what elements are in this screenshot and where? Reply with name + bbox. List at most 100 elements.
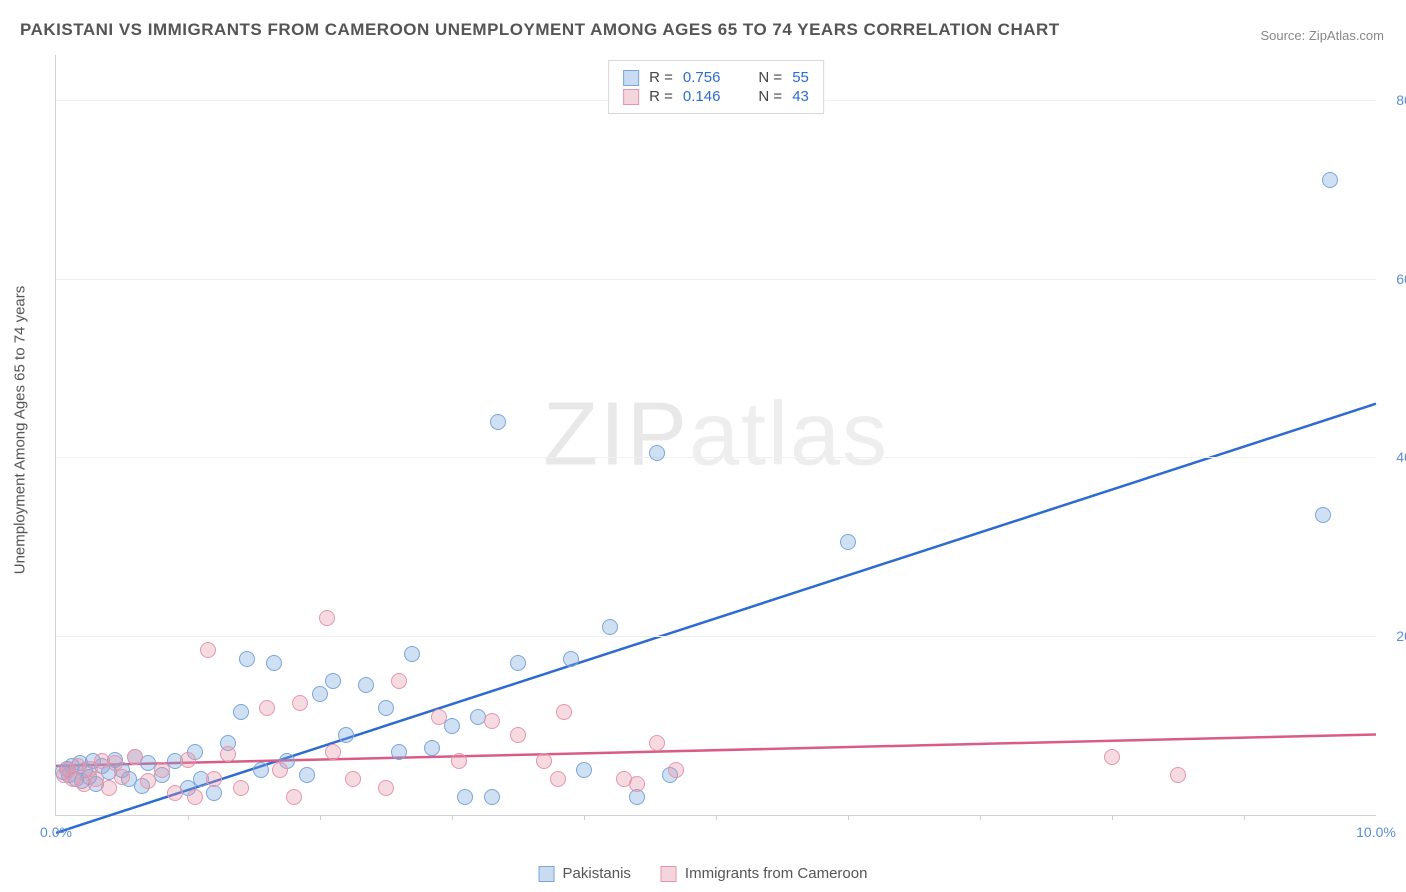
data-point	[550, 771, 566, 787]
data-point	[259, 700, 275, 716]
gridline	[56, 636, 1376, 637]
data-point	[266, 655, 282, 671]
trend-line	[56, 735, 1376, 766]
data-point	[312, 686, 328, 702]
data-point	[556, 704, 572, 720]
data-point	[444, 718, 460, 734]
legend-label: Pakistanis	[563, 865, 631, 882]
data-point	[649, 445, 665, 461]
data-point	[510, 727, 526, 743]
data-point	[299, 767, 315, 783]
data-point	[536, 753, 552, 769]
data-point	[451, 753, 467, 769]
data-point	[233, 704, 249, 720]
data-point	[272, 762, 288, 778]
data-point	[668, 762, 684, 778]
data-point	[431, 709, 447, 725]
data-point	[292, 695, 308, 711]
legend-label: Immigrants from Cameroon	[685, 865, 868, 882]
data-point	[404, 646, 420, 662]
data-point	[510, 655, 526, 671]
data-point	[484, 789, 500, 805]
legend-n-value: 43	[792, 88, 809, 105]
data-point	[378, 700, 394, 716]
data-point	[253, 762, 269, 778]
legend-n-label: N =	[758, 88, 782, 105]
x-tick-mark	[848, 815, 849, 820]
data-point	[563, 651, 579, 667]
legend-bottom: Pakistanis Immigrants from Cameroon	[539, 865, 868, 882]
legend-row: R = 0.756 N = 55	[623, 69, 809, 86]
data-point	[649, 735, 665, 751]
legend-item: Immigrants from Cameroon	[661, 865, 868, 882]
data-point	[378, 780, 394, 796]
data-point	[391, 744, 407, 760]
data-point	[154, 762, 170, 778]
data-point	[114, 769, 130, 785]
legend-swatch	[539, 866, 555, 882]
data-point	[391, 673, 407, 689]
data-point	[325, 744, 341, 760]
data-point	[140, 773, 156, 789]
data-point	[220, 746, 236, 762]
x-tick-mark	[320, 815, 321, 820]
data-point	[457, 789, 473, 805]
gridline	[56, 279, 1376, 280]
x-tick-mark	[980, 815, 981, 820]
plot-area: ZIPatlas 20.0%40.0%60.0%80.0%0.0%10.0%R …	[55, 55, 1376, 816]
legend-row: R = 0.146 N = 43	[623, 88, 809, 105]
data-point	[629, 776, 645, 792]
source-prefix: Source:	[1260, 28, 1308, 43]
data-point	[127, 749, 143, 765]
legend-r-value: 0.756	[683, 69, 721, 86]
data-point	[576, 762, 592, 778]
x-tick-mark	[188, 815, 189, 820]
legend-swatch	[661, 866, 677, 882]
y-tick-label: 60.0%	[1381, 271, 1406, 287]
x-tick-label: 0.0%	[40, 824, 72, 840]
legend-r-label: R =	[649, 88, 673, 105]
x-tick-mark	[1112, 815, 1113, 820]
data-point	[180, 752, 196, 768]
y-axis-label: Unemployment Among Ages 65 to 74 years	[12, 286, 29, 575]
y-tick-label: 20.0%	[1381, 628, 1406, 644]
x-tick-mark	[1244, 815, 1245, 820]
data-point	[840, 534, 856, 550]
legend-swatch	[623, 70, 639, 86]
data-point	[484, 713, 500, 729]
y-tick-label: 80.0%	[1381, 92, 1406, 108]
data-point	[345, 771, 361, 787]
data-point	[286, 789, 302, 805]
source-site: ZipAtlas.com	[1309, 28, 1384, 43]
x-tick-mark	[584, 815, 585, 820]
chart-title: PAKISTANI VS IMMIGRANTS FROM CAMEROON UN…	[20, 20, 1060, 40]
trend-lines	[56, 55, 1376, 815]
legend-n-label: N =	[758, 69, 782, 86]
legend-top: R = 0.756 N = 55 R = 0.146 N = 43	[608, 60, 824, 114]
data-point	[101, 780, 117, 796]
data-point	[233, 780, 249, 796]
source-label: Source: ZipAtlas.com	[1260, 28, 1384, 43]
data-point	[187, 789, 203, 805]
legend-r-value: 0.146	[683, 88, 721, 105]
data-point	[338, 727, 354, 743]
x-tick-mark	[716, 815, 717, 820]
data-point	[206, 771, 222, 787]
data-point	[319, 610, 335, 626]
data-point	[200, 642, 216, 658]
data-point	[424, 740, 440, 756]
x-tick-mark	[452, 815, 453, 820]
gridline	[56, 457, 1376, 458]
data-point	[325, 673, 341, 689]
legend-swatch	[623, 89, 639, 105]
data-point	[1170, 767, 1186, 783]
data-point	[490, 414, 506, 430]
data-point	[239, 651, 255, 667]
data-point	[1322, 172, 1338, 188]
data-point	[602, 619, 618, 635]
x-tick-label: 10.0%	[1356, 824, 1396, 840]
legend-r-label: R =	[649, 69, 673, 86]
legend-n-value: 55	[792, 69, 809, 86]
data-point	[1104, 749, 1120, 765]
data-point	[1315, 507, 1331, 523]
